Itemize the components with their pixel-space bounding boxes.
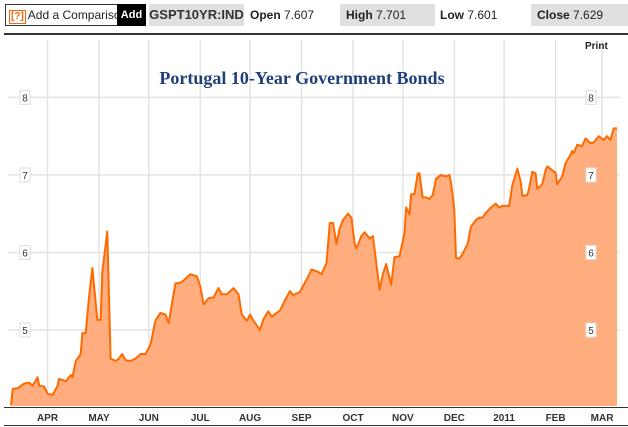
- x-tick-label: OCT: [342, 413, 363, 424]
- price-line: [10, 127, 617, 406]
- price-area: [11, 128, 617, 406]
- y-tick-label-left: 7: [22, 171, 28, 182]
- y-tick-label-left-box: [19, 89, 31, 105]
- low-stat: Low 7.601: [440, 4, 525, 26]
- y-tick-label-right: 5: [588, 326, 594, 337]
- x-tick-label: AUG: [239, 413, 261, 424]
- open-stat: Open 7.607: [250, 4, 335, 26]
- x-tick-label: APR: [37, 413, 59, 424]
- x-axis-line: [4, 407, 628, 408]
- y-tick-label-right-box: [585, 89, 597, 105]
- x-tick-label: SEP: [292, 413, 312, 424]
- y-tick-label-right-box: [585, 167, 597, 183]
- add-button[interactable]: Add: [117, 4, 146, 26]
- print-link[interactable]: Print: [585, 41, 608, 52]
- y-tick-label-left-box: [19, 244, 31, 260]
- y-tick-label-left-box: [19, 322, 31, 338]
- y-tick-label-left: 5: [22, 326, 28, 337]
- x-tick-label: DEC: [444, 413, 465, 424]
- low-label: Low: [440, 8, 464, 22]
- close-label: Close: [537, 8, 570, 22]
- high-stat: High 7.701: [340, 4, 435, 26]
- high-label: High: [346, 8, 373, 22]
- x-tick-label: NOV: [392, 413, 414, 424]
- chart-title: Portugal 10-Year Government Bonds: [159, 68, 445, 88]
- close-value: 7.629: [573, 8, 604, 22]
- close-stat: Close 7.629: [531, 4, 628, 26]
- help-icon[interactable]: [?]: [9, 10, 26, 24]
- x-tick-label: MAR: [591, 413, 615, 424]
- x-tick-label: MAY: [88, 413, 110, 424]
- x-tick-label: 2011: [493, 413, 515, 424]
- y-tick-label-right-box: [585, 244, 597, 260]
- y-tick-label-right: 6: [588, 248, 594, 259]
- open-label: Open: [250, 8, 281, 22]
- header-divider: [4, 33, 628, 35]
- high-value: 7.701: [376, 8, 407, 22]
- y-tick-label-left: 6: [22, 248, 28, 259]
- y-tick-label-left: 8: [22, 93, 28, 104]
- y-tick-label-right: 8: [588, 93, 594, 104]
- symbol-label: GSPT10YR:IND: [149, 4, 244, 26]
- x-tick-label: JUL: [191, 413, 210, 424]
- x-tick-label: JUN: [139, 413, 159, 424]
- x-tick-label: FEB: [546, 413, 566, 424]
- y-tick-label-left-box: [19, 167, 31, 183]
- low-value: 7.601: [467, 8, 498, 22]
- footer-divider: [4, 425, 628, 426]
- add-comparison-label: Add a Comparison: [27, 8, 128, 22]
- y-tick-label-right: 7: [588, 171, 594, 182]
- y-tick-label-right-box: [585, 322, 597, 338]
- add-comparison-input[interactable]: [?] Add a Comparison: [5, 4, 127, 26]
- open-value: 7.607: [284, 8, 315, 22]
